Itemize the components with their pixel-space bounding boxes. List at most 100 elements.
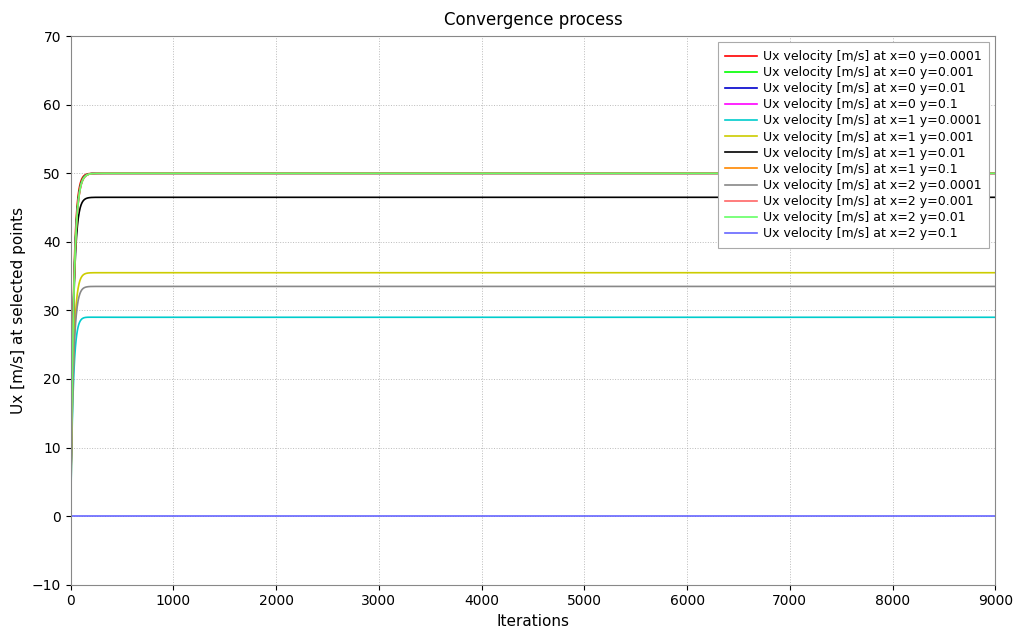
Ux velocity [m/s] at x=0 y=0.001 xyxy=(603,170,615,177)
Ux velocity [m/s] at x=0 y=0.1 xyxy=(603,170,615,177)
Ux velocity [m/s] at x=1 y=0.0001 xyxy=(642,314,654,321)
Ux velocity [m/s] at x=2 y=0.0001 xyxy=(797,283,809,291)
Ux velocity [m/s] at x=0 y=0.001 xyxy=(989,170,1001,177)
Ux velocity [m/s] at x=0 y=0.001 xyxy=(71,216,83,223)
Ux velocity [m/s] at x=1 y=0.0001 xyxy=(603,314,615,321)
Ux velocity [m/s] at x=2 y=0.0001 xyxy=(642,283,654,291)
Ux velocity [m/s] at x=0 y=0.1 xyxy=(180,170,193,177)
Ux velocity [m/s] at x=2 y=0.1 xyxy=(71,512,83,520)
Ux velocity [m/s] at x=0 y=0.01 xyxy=(70,227,82,234)
Ux velocity [m/s] at x=0 y=0.01 xyxy=(797,170,809,177)
Ux velocity [m/s] at x=0 y=0.001 xyxy=(642,170,654,177)
Ux velocity [m/s] at x=0 y=0.001 xyxy=(125,170,137,177)
Ux velocity [m/s] at x=1 y=0.1 xyxy=(71,221,83,228)
Ux velocity [m/s] at x=2 y=0.1 xyxy=(989,512,1001,520)
Ux velocity [m/s] at x=2 y=0.001 xyxy=(180,170,193,177)
Line: Ux velocity [m/s] at x=1 y=0.001: Ux velocity [m/s] at x=1 y=0.001 xyxy=(71,273,995,516)
Ux velocity [m/s] at x=2 y=0.001 xyxy=(65,512,77,520)
Ux velocity [m/s] at x=1 y=0.01 xyxy=(642,193,654,201)
Ux velocity [m/s] at x=2 y=0.01 xyxy=(71,221,83,228)
Ux velocity [m/s] at x=1 y=0.001 xyxy=(603,269,615,276)
Ux velocity [m/s] at x=2 y=0.0001 xyxy=(71,309,83,317)
Ux velocity [m/s] at x=2 y=0.01 xyxy=(603,170,615,177)
Ux velocity [m/s] at x=1 y=0.01 xyxy=(102,193,115,201)
Ux velocity [m/s] at x=1 y=0.001 xyxy=(989,269,1001,276)
Ux velocity [m/s] at x=2 y=0.1 xyxy=(70,512,82,520)
Ux velocity [m/s] at x=1 y=0.0001 xyxy=(70,337,82,344)
Ux velocity [m/s] at x=2 y=0.01 xyxy=(797,170,809,177)
Ux velocity [m/s] at x=0 y=0.1 xyxy=(71,221,83,228)
Ux velocity [m/s] at x=1 y=0.01 xyxy=(797,193,809,201)
Ux velocity [m/s] at x=0 y=0.0001 xyxy=(797,170,809,177)
Ux velocity [m/s] at x=2 y=0.0001 xyxy=(358,283,371,291)
Ux velocity [m/s] at x=1 y=0.01 xyxy=(358,193,371,201)
Line: Ux velocity [m/s] at x=0 y=0.01: Ux velocity [m/s] at x=0 y=0.01 xyxy=(71,173,995,516)
Ux velocity [m/s] at x=0 y=0.0001 xyxy=(70,218,82,226)
Ux velocity [m/s] at x=0 y=0.01 xyxy=(65,512,77,520)
Line: Ux velocity [m/s] at x=0 y=0.0001: Ux velocity [m/s] at x=0 y=0.0001 xyxy=(71,173,995,516)
Ux velocity [m/s] at x=0 y=0.1 xyxy=(989,170,1001,177)
Ux velocity [m/s] at x=0 y=0.01 xyxy=(358,170,371,177)
Ux velocity [m/s] at x=2 y=0.01 xyxy=(65,512,77,520)
Ux velocity [m/s] at x=0 y=0.1 xyxy=(642,170,654,177)
Ux velocity [m/s] at x=1 y=0.1 xyxy=(797,170,809,177)
Ux velocity [m/s] at x=2 y=0.0001 xyxy=(603,283,615,291)
Ux velocity [m/s] at x=1 y=0.0001 xyxy=(358,314,371,321)
Ux velocity [m/s] at x=0 y=0.0001 xyxy=(71,211,83,218)
Ux velocity [m/s] at x=0 y=0.01 xyxy=(171,170,183,177)
Ux velocity [m/s] at x=0 y=0.01 xyxy=(642,170,654,177)
Line: Ux velocity [m/s] at x=1 y=0.01: Ux velocity [m/s] at x=1 y=0.01 xyxy=(71,197,995,516)
Ux velocity [m/s] at x=1 y=0.0001 xyxy=(84,314,96,321)
Ux velocity [m/s] at x=1 y=0.0001 xyxy=(71,333,83,340)
Ux velocity [m/s] at x=2 y=0.001 xyxy=(989,170,1001,177)
Ux velocity [m/s] at x=1 y=0.01 xyxy=(70,241,82,248)
Line: Ux velocity [m/s] at x=2 y=0.001: Ux velocity [m/s] at x=2 y=0.001 xyxy=(71,173,995,516)
Ux velocity [m/s] at x=1 y=0.01 xyxy=(989,193,1001,201)
Ux velocity [m/s] at x=0 y=0.0001 xyxy=(65,512,77,520)
Ux velocity [m/s] at x=0 y=0.0001 xyxy=(358,170,371,177)
Ux velocity [m/s] at x=2 y=0.0001 xyxy=(93,283,105,291)
Ux velocity [m/s] at x=1 y=0.01 xyxy=(65,512,77,520)
Ux velocity [m/s] at x=2 y=0.1 xyxy=(65,512,77,520)
Ux velocity [m/s] at x=2 y=0.01 xyxy=(180,170,193,177)
Ux velocity [m/s] at x=0 y=0.0001 xyxy=(642,170,654,177)
Ux velocity [m/s] at x=0 y=0.01 xyxy=(603,170,615,177)
Ux velocity [m/s] at x=1 y=0.1 xyxy=(65,512,77,520)
Ux velocity [m/s] at x=2 y=0.01 xyxy=(358,170,371,177)
Ux velocity [m/s] at x=1 y=0.0001 xyxy=(989,314,1001,321)
Ux velocity [m/s] at x=2 y=0.01 xyxy=(642,170,654,177)
Ux velocity [m/s] at x=2 y=0.01 xyxy=(70,230,82,237)
Ux velocity [m/s] at x=2 y=0.1 xyxy=(355,512,368,520)
Ux velocity [m/s] at x=2 y=0.01 xyxy=(989,170,1001,177)
Ux velocity [m/s] at x=1 y=0.0001 xyxy=(65,512,77,520)
Ux velocity [m/s] at x=1 y=0.001 xyxy=(358,269,371,276)
Ux velocity [m/s] at x=2 y=0.001 xyxy=(603,170,615,177)
Ux velocity [m/s] at x=1 y=0.1 xyxy=(642,170,654,177)
Ux velocity [m/s] at x=0 y=0.001 xyxy=(70,224,82,232)
Ux velocity [m/s] at x=1 y=0.0001 xyxy=(797,314,809,321)
Title: Convergence process: Convergence process xyxy=(443,11,623,29)
Ux velocity [m/s] at x=2 y=0.001 xyxy=(358,170,371,177)
Ux velocity [m/s] at x=1 y=0.001 xyxy=(797,269,809,276)
Ux velocity [m/s] at x=0 y=0.001 xyxy=(797,170,809,177)
Ux velocity [m/s] at x=0 y=0.1 xyxy=(797,170,809,177)
Ux velocity [m/s] at x=2 y=0.1 xyxy=(639,512,651,520)
Ux velocity [m/s] at x=0 y=0.1 xyxy=(65,512,77,520)
Ux velocity [m/s] at x=0 y=0.001 xyxy=(358,170,371,177)
Ux velocity [m/s] at x=1 y=0.001 xyxy=(94,269,106,276)
Ux velocity [m/s] at x=2 y=0.0001 xyxy=(989,283,1001,291)
Line: Ux velocity [m/s] at x=0 y=0.1: Ux velocity [m/s] at x=0 y=0.1 xyxy=(71,173,995,516)
Ux velocity [m/s] at x=1 y=0.01 xyxy=(71,234,83,241)
Ux velocity [m/s] at x=2 y=0.1 xyxy=(601,512,613,520)
Ux velocity [m/s] at x=0 y=0.0001 xyxy=(96,170,109,177)
Ux velocity [m/s] at x=0 y=0.1 xyxy=(70,230,82,237)
Ux velocity [m/s] at x=1 y=0.001 xyxy=(70,303,82,310)
X-axis label: Iterations: Iterations xyxy=(497,614,569,629)
Ux velocity [m/s] at x=1 y=0.001 xyxy=(71,298,83,305)
Ux velocity [m/s] at x=0 y=0.01 xyxy=(989,170,1001,177)
Ux velocity [m/s] at x=1 y=0.1 xyxy=(180,170,193,177)
Ux velocity [m/s] at x=1 y=0.01 xyxy=(603,193,615,201)
Ux velocity [m/s] at x=0 y=0.01 xyxy=(71,218,83,226)
Line: Ux velocity [m/s] at x=0 y=0.001: Ux velocity [m/s] at x=0 y=0.001 xyxy=(71,173,995,516)
Ux velocity [m/s] at x=1 y=0.1 xyxy=(603,170,615,177)
